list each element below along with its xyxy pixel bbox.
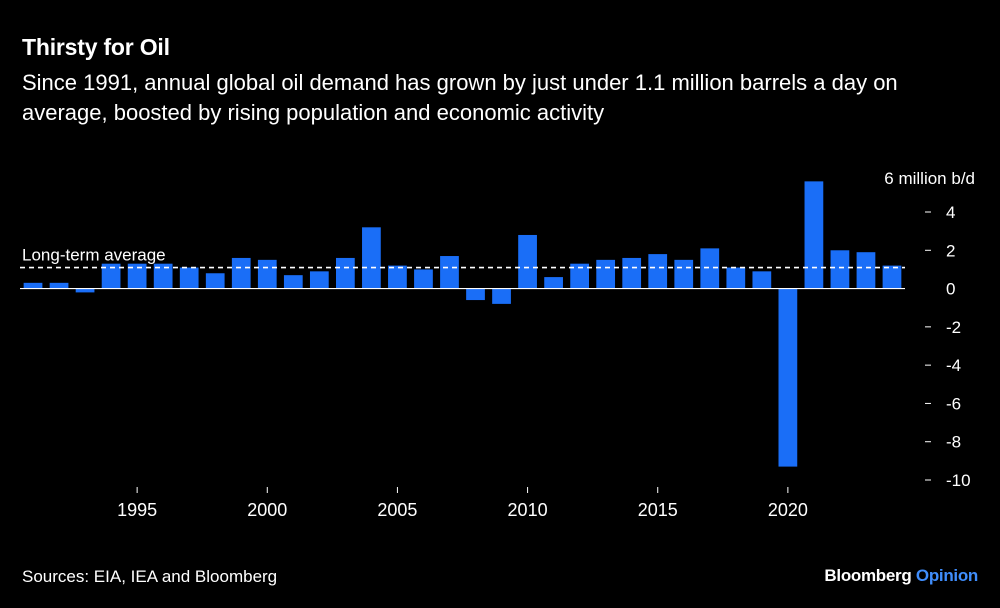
bar-1995 — [127, 263, 147, 289]
bar-2019 — [752, 271, 772, 289]
bar-2008 — [466, 288, 485, 301]
bar-1992 — [49, 282, 69, 289]
bar-2003 — [336, 257, 355, 289]
bar-1998 — [205, 273, 225, 289]
y-tick-label-4: 4 — [946, 203, 955, 222]
bar-2015 — [648, 254, 668, 289]
y-tick-label-0: 0 — [946, 280, 955, 299]
average-line-label: Long-term average — [22, 246, 166, 265]
bar-2005 — [388, 265, 407, 289]
bar-2012 — [570, 263, 589, 289]
bar-2006 — [414, 269, 433, 289]
bar-2023 — [856, 252, 876, 289]
bars-layer — [23, 181, 902, 467]
bar-1994 — [101, 263, 121, 289]
bar-1999 — [231, 257, 251, 289]
bar-2000 — [257, 259, 277, 289]
bar-2014 — [622, 257, 642, 289]
source-note: Sources: EIA, IEA and Bloomberg — [22, 567, 278, 586]
y-tick-label--8: -8 — [946, 433, 961, 452]
bar-2016 — [674, 259, 694, 289]
bar-2011 — [544, 277, 563, 289]
chart-title: Thirsty for Oil — [22, 34, 170, 60]
bar-2010 — [518, 234, 537, 289]
bar-2020 — [778, 288, 798, 467]
y-tick-label--4: -4 — [946, 356, 961, 375]
bar-2001 — [283, 275, 303, 289]
bar-2022 — [830, 250, 850, 289]
brand-section: Opinion — [915, 566, 978, 585]
x-tick-label-1995: 1995 — [117, 500, 157, 520]
bar-1993 — [75, 288, 95, 293]
bar-2007 — [440, 256, 459, 289]
bar-1996 — [153, 263, 173, 289]
y-unit-label: 6 million b/d — [884, 169, 975, 188]
bar-2002 — [309, 271, 329, 289]
bar-2018 — [726, 267, 746, 289]
bar-1997 — [179, 267, 199, 289]
x-tick-label-2020: 2020 — [768, 500, 808, 520]
y-tick-label-2: 2 — [946, 241, 955, 260]
chart-subtitle: Since 1991, annual global oil demand has… — [22, 70, 898, 125]
bar-2009 — [492, 288, 511, 304]
brand-logo: Bloomberg Opinion — [824, 566, 978, 586]
x-tick-label-2010: 2010 — [508, 500, 548, 520]
bar-2004 — [362, 227, 381, 289]
brand-name: Bloomberg — [824, 566, 912, 585]
bar-2017 — [700, 248, 720, 289]
x-tick-label-2000: 2000 — [247, 500, 287, 520]
reference-layer: Long-term average — [20, 246, 905, 269]
bar-2024 — [882, 265, 902, 289]
axis-layer: 4 2 0 -2 -4 -6 -8 -10 6 million b/d 1995 2000 2005 2… — [20, 169, 975, 520]
y-tick-label--10: -10 — [946, 471, 971, 490]
bar-1991 — [23, 282, 43, 289]
x-tick-label-2005: 2005 — [377, 500, 417, 520]
bar-2013 — [596, 259, 616, 289]
y-tick-label--6: -6 — [946, 394, 961, 413]
x-tick-label-2015: 2015 — [638, 500, 678, 520]
bar-2021 — [804, 181, 824, 289]
y-tick-label--2: -2 — [946, 318, 961, 337]
